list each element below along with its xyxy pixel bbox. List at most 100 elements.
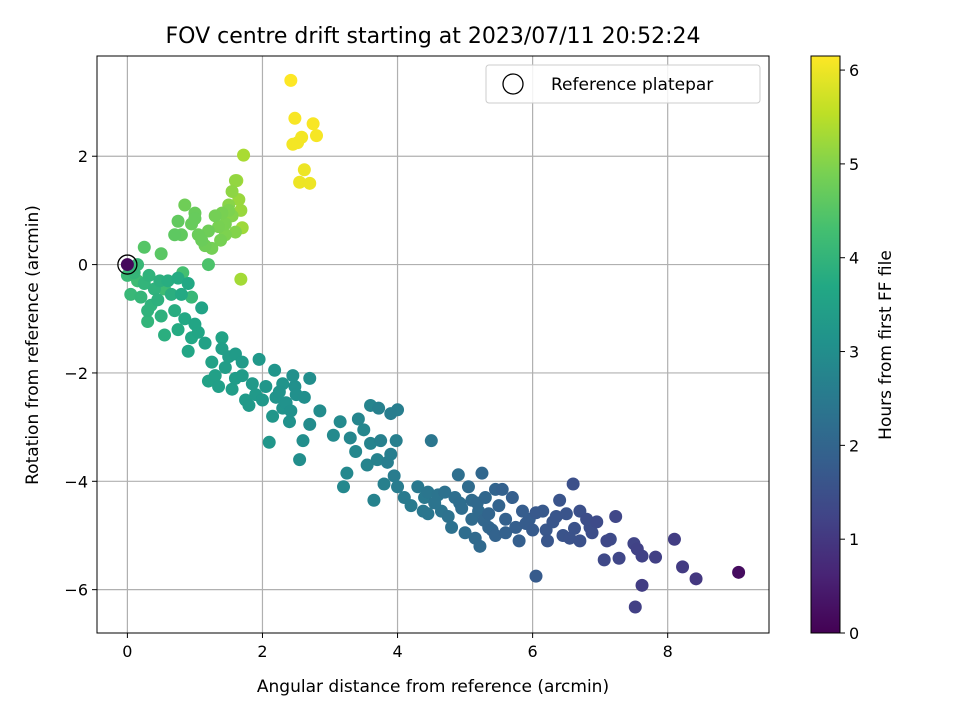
x-tick-label: 4 [392, 642, 402, 661]
data-point [326, 428, 340, 442]
data-point [181, 344, 195, 358]
data-point [391, 480, 405, 494]
y-tick-label: −4 [64, 472, 88, 491]
data-point [228, 174, 242, 188]
data-point [252, 352, 266, 366]
data-point [255, 393, 269, 407]
data-point [438, 485, 452, 499]
data-point [188, 212, 202, 226]
colorbar-tick-label: 5 [849, 155, 859, 174]
data-point [212, 220, 226, 234]
data-point [181, 277, 195, 291]
data-point [158, 328, 172, 342]
data-point [235, 355, 249, 369]
data-point [174, 287, 188, 301]
data-point [185, 290, 199, 304]
data-point [309, 129, 323, 143]
data-point [306, 117, 320, 131]
legend: Reference platepar [485, 64, 761, 104]
colorbar-tick-label: 4 [849, 249, 859, 268]
reference-marker-layer [117, 254, 138, 275]
data-point [272, 385, 286, 399]
data-point [441, 510, 455, 524]
data-point [142, 268, 156, 282]
data-point [553, 493, 567, 507]
data-point [612, 551, 626, 565]
data-point [234, 272, 248, 286]
colorbar: 0 1 2 3 4 5 6 Hours from first FF file [810, 55, 896, 643]
data-point [529, 506, 543, 520]
data-point [421, 485, 435, 499]
y-tick-label: −6 [64, 581, 88, 600]
y-tick-label: −2 [64, 364, 88, 383]
data-point [473, 539, 487, 553]
data-point [286, 369, 300, 383]
data-point [242, 398, 256, 412]
data-point [512, 534, 526, 548]
data-point [259, 379, 273, 393]
data-point [195, 233, 209, 247]
data-point [293, 175, 307, 189]
data-point [137, 240, 151, 254]
data-point [411, 480, 425, 494]
data-point [566, 477, 580, 491]
x-tick-label: 6 [528, 642, 538, 661]
data-point [266, 409, 280, 423]
data-point [635, 578, 649, 592]
data-point [225, 382, 239, 396]
data-point [526, 523, 540, 537]
data-point [499, 526, 513, 540]
data-point [559, 507, 573, 521]
data-point [492, 499, 506, 513]
data-point [284, 404, 298, 418]
data-point [201, 258, 215, 272]
data-point [597, 553, 611, 567]
colorbar-tick-label: 3 [849, 343, 859, 362]
data-point [288, 111, 302, 125]
data-point [689, 572, 703, 586]
data-point [349, 445, 363, 459]
legend-marker-reference [502, 73, 524, 95]
data-point [151, 293, 165, 307]
data-point [215, 331, 229, 345]
data-point [268, 363, 282, 377]
x-axis-label: Angular distance from reference (arcmin) [257, 677, 609, 697]
data-point [529, 569, 543, 583]
data-point [171, 323, 185, 337]
data-point [482, 507, 496, 521]
data-point [303, 417, 317, 431]
data-point [451, 468, 465, 482]
data-point [628, 600, 642, 614]
data-point [208, 369, 222, 383]
data-point [293, 453, 307, 467]
data-point [367, 493, 381, 507]
colorbar-tick-label: 2 [849, 436, 859, 455]
data-point [297, 390, 311, 404]
data-point [168, 228, 182, 242]
data-point [245, 377, 259, 391]
data-point [235, 369, 249, 383]
data-point [630, 542, 644, 556]
data-point [218, 361, 232, 375]
data-point [370, 453, 384, 467]
data-point [488, 528, 502, 542]
data-point [455, 501, 469, 515]
y-axis-label: Rotation from reference (arcmin) [23, 205, 43, 485]
reference-point-fill [120, 258, 134, 272]
data-point [609, 510, 623, 524]
data-point [337, 480, 351, 494]
data-point [397, 491, 411, 505]
data-point [303, 371, 317, 385]
data-point [161, 274, 175, 288]
data-point [380, 455, 394, 469]
axis-ticks: 0 2 4 6 8 −6 −4 −2 0 2 [64, 147, 672, 661]
data-point [154, 309, 168, 323]
data-point [171, 214, 185, 228]
data-point [549, 510, 563, 524]
data-point [458, 526, 472, 540]
data-point [461, 480, 475, 494]
data-point [573, 534, 587, 548]
data-point [195, 301, 209, 315]
data-point [649, 550, 663, 564]
